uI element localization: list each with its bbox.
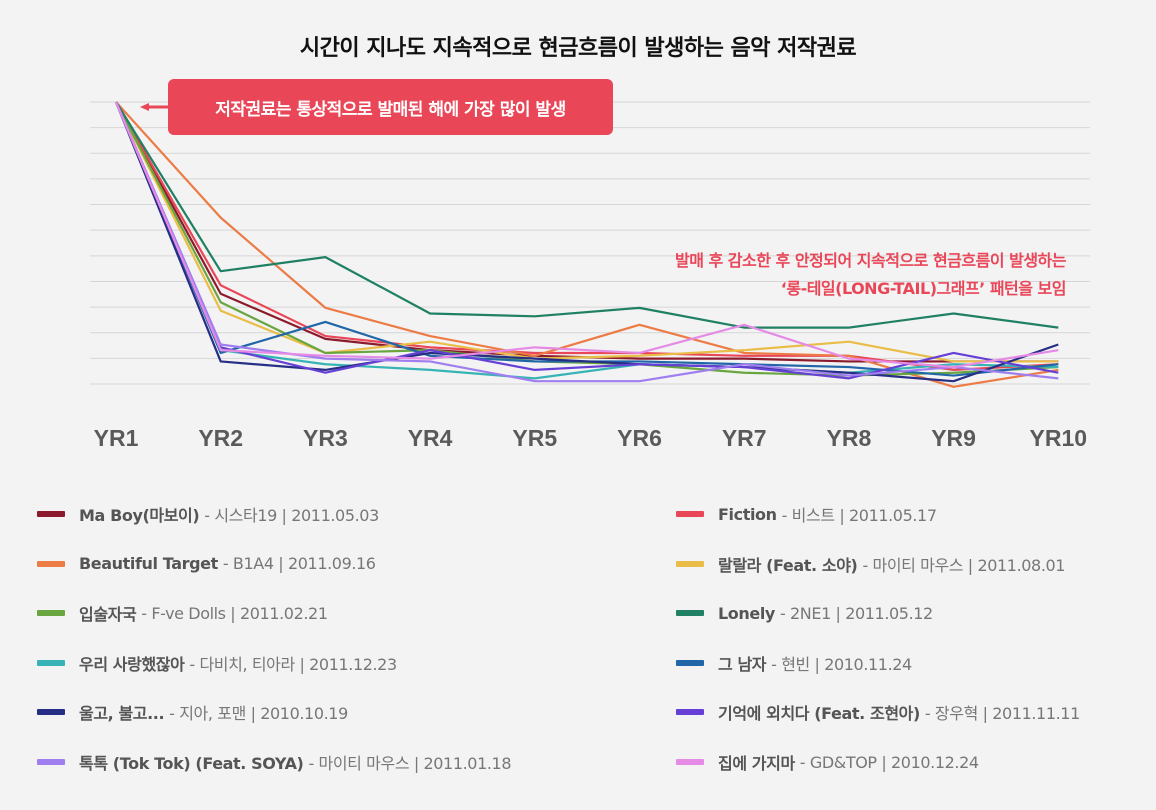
x-tick-label: YR5 bbox=[512, 425, 557, 451]
legend-series-detail: - B1A4 | 2011.09.16 bbox=[222, 554, 376, 574]
legend-series-name: Fiction bbox=[718, 504, 777, 524]
series-line-12 bbox=[114, 101, 1059, 369]
legend-series-detail: - GD&TOP | 2010.12.24 bbox=[799, 752, 979, 772]
legend-series-name: 톡톡 (Tok Tok) (Feat. SOYA) bbox=[79, 754, 304, 773]
chart-title: 시간이 지나도 지속적으로 현금흐름이 발생하는 음악 저작권료 bbox=[299, 36, 857, 61]
legend-item: 집에 가지마 - GD&TOP | 2010.12.24 bbox=[676, 742, 979, 782]
legend-item: 그 남자 - 현빈 | 2010.11.24 bbox=[676, 643, 912, 683]
legend-swatch bbox=[37, 709, 65, 716]
x-tick-label: YR1 bbox=[94, 425, 139, 451]
gridlines bbox=[90, 101, 1090, 385]
series-line-7 bbox=[114, 101, 1059, 380]
legend-series-detail: - 비스트 | 2011.05.17 bbox=[781, 506, 937, 525]
legend-item: 우리 사랑했잖아 - 다비치, 티아라 | 2011.12.23 bbox=[37, 643, 397, 683]
long-tail-annotation: 발매 후 감소한 후 안정되어 지속적으로 현금흐름이 발생하는 ‘롱-테일(L… bbox=[466, 247, 1067, 303]
legend-swatch bbox=[676, 511, 704, 517]
x-axis-ticks: YR1 YR2 YR3 YR4 YR5 YR6 YR7 YR8 YR9 YR10 bbox=[94, 425, 1087, 451]
line-chart: YR1 YR2 YR3 YR4 YR5 YR6 YR7 YR8 YR9 YR10 bbox=[90, 101, 1090, 451]
legend-series-name: 기억에 외치다 (Feat. 조현아) bbox=[718, 704, 920, 724]
legend-series-name: Lonely bbox=[718, 603, 775, 623]
legend-item: 랄랄라 (Feat. 소야) - 마이티 마우스 | 2011.08.01 bbox=[676, 544, 1065, 584]
legend-series-detail: - 장우혁 | 2011.11.11 bbox=[924, 704, 1080, 724]
series-line-3 bbox=[115, 101, 1059, 388]
legend-swatch bbox=[676, 709, 704, 716]
x-tick-label: YR7 bbox=[722, 425, 767, 451]
peak-callout: 저작권료는 통상적으로 발매된 해에 가장 많이 발생 bbox=[168, 79, 613, 135]
legend-swatch bbox=[37, 610, 65, 617]
legend-item: Ma Boy(마보이) - 시스타19 | 2011.05.03 bbox=[37, 494, 379, 534]
legend-item: 기억에 외치다 (Feat. 조현아) - 장우혁 | 2011.11.11 bbox=[676, 692, 1080, 732]
series-line-1 bbox=[115, 101, 1059, 363]
legend-swatch bbox=[37, 560, 65, 567]
legend-series-detail: - 마이티 마우스 | 2011.01.18 bbox=[308, 754, 512, 773]
legend-series-name: 집에 가지마 bbox=[718, 754, 795, 773]
legend-swatch bbox=[676, 610, 704, 617]
callout-arrow-icon bbox=[140, 103, 168, 111]
series-line-5 bbox=[115, 101, 1059, 377]
legend-series-detail: - 지아, 포맨 | 2010.10.19 bbox=[169, 704, 348, 724]
series-lines bbox=[114, 101, 1059, 388]
chart-legend: Ma Boy(마보이) - 시스타19 | 2011.05.03 Fiction - … bbox=[0, 494, 1156, 794]
x-tick-label: YR10 bbox=[1030, 425, 1088, 451]
legend-series-detail: - F-ve Dolls | 2011.02.21 bbox=[141, 603, 328, 623]
legend-series-detail: - 현빈 | 2010.11.24 bbox=[771, 654, 912, 674]
x-tick-label: YR6 bbox=[617, 425, 662, 451]
legend-series-name: 입술자국 bbox=[79, 605, 137, 625]
legend-series-detail: - 2NE1 | 2011.05.12 bbox=[779, 603, 933, 623]
legend-series-name: Ma Boy(마보이) bbox=[79, 506, 200, 525]
legend-swatch bbox=[37, 759, 65, 765]
x-tick-label: YR2 bbox=[198, 425, 243, 451]
x-tick-label: YR9 bbox=[931, 425, 976, 451]
legend-series-name: 그 남자 bbox=[718, 654, 767, 674]
legend-swatch bbox=[37, 659, 65, 666]
legend-series-name: 우리 사랑했잖아 bbox=[79, 654, 185, 674]
annotation-line-2: ‘롱-테일(LONG-TAIL)그래프’ 패턴을 보임 bbox=[780, 279, 1067, 298]
legend-item: 울고, 불고... - 지아, 포맨 | 2010.10.19 bbox=[37, 692, 348, 732]
legend-series-name: Beautiful Target bbox=[79, 554, 218, 574]
legend-series-detail: - 마이티 마우스 | 2011.08.01 bbox=[862, 555, 1066, 575]
legend-item: Beautiful Target - B1A4 | 2011.09.16 bbox=[37, 544, 376, 584]
x-tick-label: YR3 bbox=[303, 425, 348, 451]
legend-item: Fiction - 비스트 | 2011.05.17 bbox=[676, 494, 937, 534]
legend-item: Lonely - 2NE1 | 2011.05.12 bbox=[676, 593, 933, 633]
legend-series-detail: - 다비치, 티아라 | 2011.12.23 bbox=[189, 654, 397, 674]
legend-series-name: 울고, 불고... bbox=[79, 704, 165, 724]
series-line-4 bbox=[115, 101, 1059, 363]
legend-series-detail: - 시스타19 | 2011.05.03 bbox=[204, 506, 379, 525]
legend-series-name: 랄랄라 (Feat. 소야) bbox=[718, 555, 858, 575]
series-line-10 bbox=[114, 101, 1059, 380]
series-line-2 bbox=[115, 101, 1059, 371]
legend-swatch bbox=[676, 560, 704, 567]
series-line-6 bbox=[115, 101, 1059, 329]
series-line-11 bbox=[114, 101, 1059, 383]
legend-swatch bbox=[37, 511, 65, 517]
legend-swatch bbox=[676, 659, 704, 666]
series-line-9 bbox=[114, 101, 1059, 383]
legend-swatch bbox=[676, 759, 704, 765]
legend-item: 톡톡 (Tok Tok) (Feat. SOYA) - 마이티 마우스 | 201… bbox=[37, 742, 512, 782]
x-tick-label: YR8 bbox=[827, 425, 872, 451]
legend-item: 입술자국 - F-ve Dolls | 2011.02.21 bbox=[37, 593, 328, 633]
series-line-8 bbox=[114, 101, 1059, 377]
x-tick-label: YR4 bbox=[408, 425, 453, 451]
annotation-line-1: 발매 후 감소한 후 안정되어 지속적으로 현금흐름이 발생하는 bbox=[675, 251, 1067, 270]
